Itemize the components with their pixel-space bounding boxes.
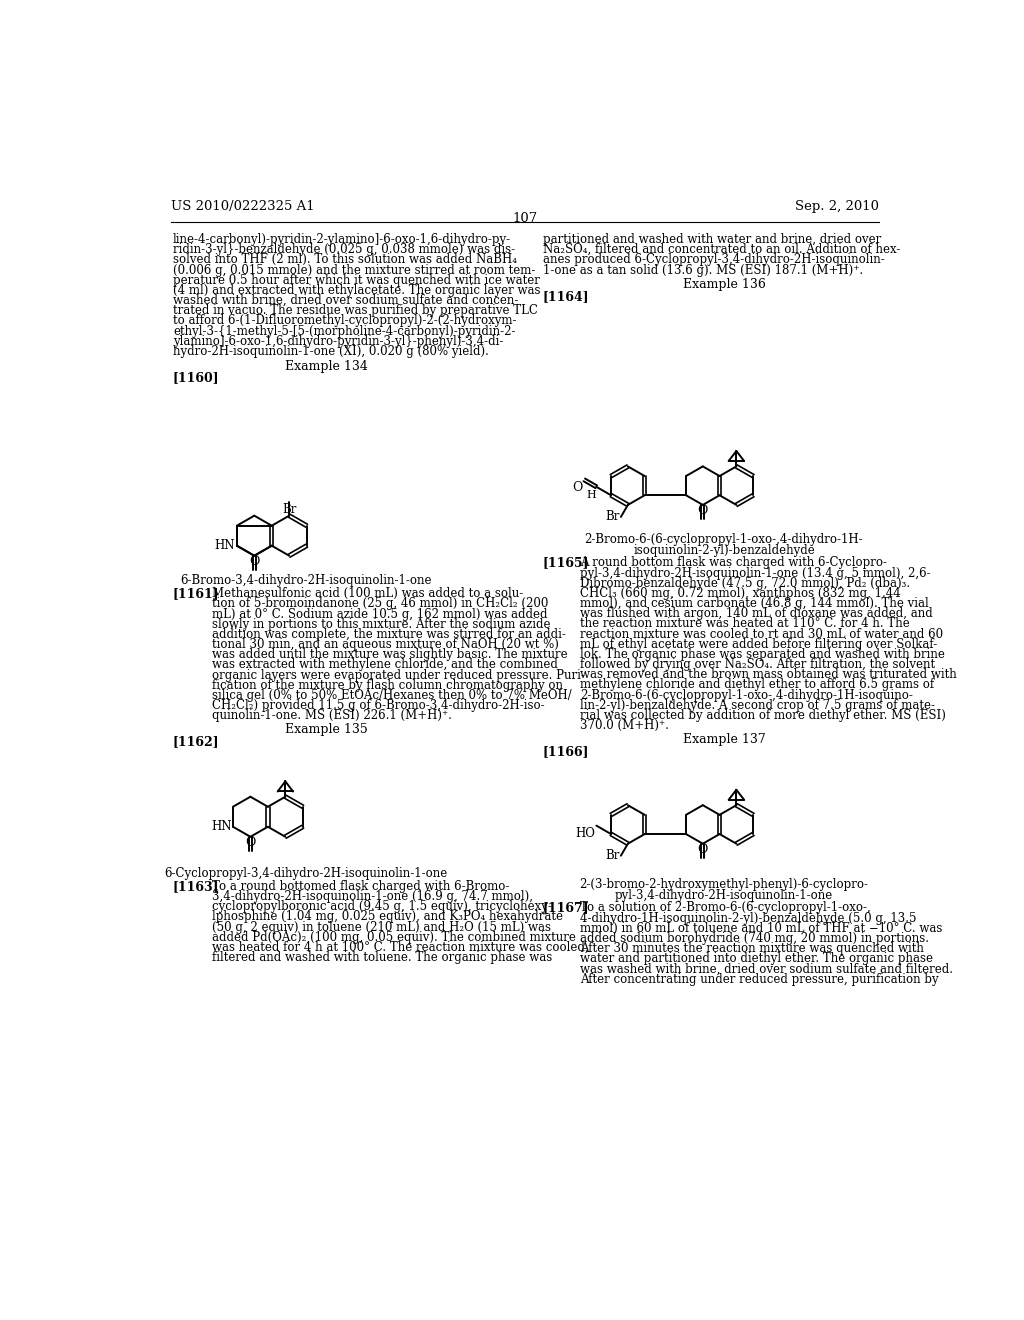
Text: 2-(3-bromo-2-hydroxymethyl-phenyl)-6-cyclopro-: 2-(3-bromo-2-hydroxymethyl-phenyl)-6-cyc…: [580, 878, 868, 891]
Text: 2-Bromo-6-(6-cyclopropyl-1-oxo-,4-dihydro-1H-: 2-Bromo-6-(6-cyclopropyl-1-oxo-,4-dihydr…: [585, 533, 863, 546]
Text: slowly in portions to this mixture. After the sodium azide: slowly in portions to this mixture. Afte…: [212, 618, 550, 631]
Text: O: O: [697, 504, 708, 517]
Text: O: O: [249, 554, 259, 568]
Text: methylene chloride and diethyl ether to afford 6.5 grams of: methylene chloride and diethyl ether to …: [580, 678, 934, 692]
Text: Methanesulfonic acid (100 mL) was added to a solu-: Methanesulfonic acid (100 mL) was added …: [212, 587, 523, 601]
Text: [1165]: [1165]: [543, 557, 589, 569]
Text: 3,4-dihydro-2H-isoquinolin-1-one (16.9 g, 74.7 mmol),: 3,4-dihydro-2H-isoquinolin-1-one (16.9 g…: [212, 890, 532, 903]
Text: HN: HN: [211, 820, 231, 833]
Text: Br: Br: [282, 503, 296, 516]
Text: Example 135: Example 135: [285, 723, 368, 737]
Text: line-4-carbonyl)-pyridin-2-ylamino]-6-oxo-1,6-dihydro-py-: line-4-carbonyl)-pyridin-2-ylamino]-6-ox…: [173, 234, 511, 246]
Text: O: O: [697, 843, 708, 857]
Text: 370.0 (M+H)⁺.: 370.0 (M+H)⁺.: [580, 719, 669, 733]
Text: After 30 minutes the reaction mixture was quenched with: After 30 minutes the reaction mixture wa…: [580, 942, 924, 956]
Text: mL of ethyl acetate were added before filtering over Solkaf-: mL of ethyl acetate were added before fi…: [580, 638, 937, 651]
Text: 6-Bromo-3,4-dihydro-2H-isoquinolin-1-one: 6-Bromo-3,4-dihydro-2H-isoquinolin-1-one: [180, 574, 432, 587]
Text: Example 136: Example 136: [683, 279, 765, 292]
Text: ylamino]-6-oxo-1,6-dihydro-pyridin-3-yl}-phenyl)-3,4-di-: ylamino]-6-oxo-1,6-dihydro-pyridin-3-yl}…: [173, 335, 504, 347]
Text: solved into THF (2 ml). To this solution was added NaBH₄: solved into THF (2 ml). To this solution…: [173, 253, 517, 267]
Text: was extracted with methylene chloride, and the combined: was extracted with methylene chloride, a…: [212, 659, 558, 672]
Text: organic layers were evaporated under reduced pressure. Puri-: organic layers were evaporated under red…: [212, 669, 585, 681]
Text: trated in vacuo. The residue was purified by preparative TLC: trated in vacuo. The residue was purifie…: [173, 304, 538, 317]
Text: Example 137: Example 137: [683, 733, 765, 746]
Text: To a round bottomed flask charged with 6-Bromo-: To a round bottomed flask charged with 6…: [212, 880, 509, 892]
Text: rial was collected by addition of more diethyl ether. MS (ESI): rial was collected by addition of more d…: [580, 709, 946, 722]
Text: added Pd(OAc)₂ (100 mg, 0.05 equiv). The combined mixture: added Pd(OAc)₂ (100 mg, 0.05 equiv). The…: [212, 931, 575, 944]
Text: CH₂Cl₂) provided 11.5 g of 6-Bromo-3,4-dihydro-2H-iso-: CH₂Cl₂) provided 11.5 g of 6-Bromo-3,4-d…: [212, 700, 545, 711]
Text: [1160]: [1160]: [173, 371, 219, 384]
Text: CHCl₃ (660 mg, 0.72 mmol), xanthphos (832 mg, 1.44: CHCl₃ (660 mg, 0.72 mmol), xanthphos (83…: [580, 587, 900, 601]
Text: 2-Bromo-6-(6-cyclopropyl-1-oxo-,4-dihydro-1H-isoquino-: 2-Bromo-6-(6-cyclopropyl-1-oxo-,4-dihydr…: [580, 689, 912, 702]
Text: hydro-2H-isoquinolin-1-one (XI), 0.020 g (80% yield).: hydro-2H-isoquinolin-1-one (XI), 0.020 g…: [173, 345, 488, 358]
Text: pyl-3,4-dihydro-2H-isoquinolin-1-one (13.4 g, 5 mmol), 2,6-: pyl-3,4-dihydro-2H-isoquinolin-1-one (13…: [580, 566, 931, 579]
Text: HN: HN: [215, 539, 236, 552]
Text: 4-dihydro-1H-isoquinolin-2-yl)-benzaldehyde (5.0 g, 13.5: 4-dihydro-1H-isoquinolin-2-yl)-benzaldeh…: [580, 912, 916, 924]
Text: tion of 5-bromoindanone (25 g, 46 mmol) in CH₂Cl₂ (200: tion of 5-bromoindanone (25 g, 46 mmol) …: [212, 598, 548, 610]
Text: [1161]: [1161]: [173, 587, 219, 601]
Text: US 2010/0222325 A1: US 2010/0222325 A1: [171, 199, 314, 213]
Text: mmol) in 60 mL of toluene and 10 mL of THF at −10° C. was: mmol) in 60 mL of toluene and 10 mL of T…: [580, 921, 942, 935]
Text: O: O: [245, 836, 256, 849]
Text: [1163]: [1163]: [173, 880, 219, 892]
Text: lok. The organic phase was separated and washed with brine: lok. The organic phase was separated and…: [580, 648, 945, 661]
Text: mL) at 0° C. Sodium azide 10.5 g, 162 mmol) was added: mL) at 0° C. Sodium azide 10.5 g, 162 mm…: [212, 607, 547, 620]
Text: mmol), and cesium carbonate (46.8 g, 144 mmol). The vial: mmol), and cesium carbonate (46.8 g, 144…: [580, 597, 929, 610]
Text: added sodium borohydride (740 mg, 20 mmol) in portions.: added sodium borohydride (740 mg, 20 mmo…: [580, 932, 929, 945]
Text: addition was complete, the mixture was stirred for an addi-: addition was complete, the mixture was s…: [212, 628, 565, 642]
Text: the reaction mixture was heated at 110° C. for 4 h. The: the reaction mixture was heated at 110° …: [580, 618, 909, 631]
Text: [1166]: [1166]: [543, 744, 589, 758]
Text: lphosphine (1.04 mg, 0.025 equiv), and K₃PO₄ hexahydrate: lphosphine (1.04 mg, 0.025 equiv), and K…: [212, 911, 563, 924]
Text: anes produced 6-Cyclopropyl-3,4-dihydro-2H-isoquinolin-: anes produced 6-Cyclopropyl-3,4-dihydro-…: [543, 253, 885, 267]
Text: followed by drying over Na₂SO₄. After filtration, the solvent: followed by drying over Na₂SO₄. After fi…: [580, 659, 935, 671]
Text: (0.006 g, 0.015 mmole) and the mixture stirred at room tem-: (0.006 g, 0.015 mmole) and the mixture s…: [173, 264, 536, 277]
Text: reaction mixture was cooled to rt and 30 mL of water and 60: reaction mixture was cooled to rt and 30…: [580, 627, 943, 640]
Text: was washed with brine, dried over sodium sulfate and filtered.: was washed with brine, dried over sodium…: [580, 962, 952, 975]
Text: HO: HO: [574, 828, 595, 840]
Text: O: O: [572, 482, 583, 495]
Text: Sep. 2, 2010: Sep. 2, 2010: [795, 199, 879, 213]
Text: Example 134: Example 134: [285, 359, 368, 372]
Text: fication of the mixture by flash column chromatography on: fication of the mixture by flash column …: [212, 678, 563, 692]
Text: [1162]: [1162]: [173, 735, 219, 748]
Text: H: H: [587, 490, 597, 500]
Text: 6-Cyclopropyl-3,4-dihydro-2H-isoquinolin-1-one: 6-Cyclopropyl-3,4-dihydro-2H-isoquinolin…: [165, 867, 447, 880]
Text: (50 g, 2 equiv) in toluene (210 mL) and H₂O (15 mL) was: (50 g, 2 equiv) in toluene (210 mL) and …: [212, 920, 551, 933]
Text: to afford 6-(1-Difluoromethyl-cyclopropyl)-2-(2-hydroxym-: to afford 6-(1-Difluoromethyl-cyclopropy…: [173, 314, 516, 327]
Text: water and partitioned into diethyl ether. The organic phase: water and partitioned into diethyl ether…: [580, 952, 933, 965]
Text: [1167]: [1167]: [543, 902, 589, 915]
Text: cyclopropylboronic acid (9.45 g, 1.5 equiv), tricyclohexy-: cyclopropylboronic acid (9.45 g, 1.5 equ…: [212, 900, 552, 913]
Text: A round bottom flask was charged with 6-Cyclopro-: A round bottom flask was charged with 6-…: [580, 557, 887, 569]
Text: perature 0.5 hour after which it was quenched with ice water: perature 0.5 hour after which it was que…: [173, 273, 540, 286]
Text: ethyl-3-{1-methyl-5-[5-(morpholine-4-carbonyl)-pyridin-2-: ethyl-3-{1-methyl-5-[5-(morpholine-4-car…: [173, 325, 515, 338]
Text: [1164]: [1164]: [543, 290, 589, 304]
Text: lin-2-yl)-benzaldehyde. A second crop of 7.5 grams of mate-: lin-2-yl)-benzaldehyde. A second crop of…: [580, 698, 935, 711]
Text: pyl-3,4-dihydro-2H-isoquinolin-1-one: pyl-3,4-dihydro-2H-isoquinolin-1-one: [614, 888, 834, 902]
Text: silica gel (0% to 50% EtOAc/Hexanes then 0% to 7% MeOH/: silica gel (0% to 50% EtOAc/Hexanes then…: [212, 689, 571, 702]
Text: (4 ml) and extracted with ethylacetate. The organic layer was: (4 ml) and extracted with ethylacetate. …: [173, 284, 541, 297]
Text: To a solution of 2-Bromo-6-(6-cyclopropyl-1-oxo-,: To a solution of 2-Bromo-6-(6-cyclopropy…: [580, 902, 870, 915]
Text: was heated for 4 h at 100° C. The reaction mixture was cooled,: was heated for 4 h at 100° C. The reacti…: [212, 941, 589, 954]
Text: After concentrating under reduced pressure, purification by: After concentrating under reduced pressu…: [580, 973, 938, 986]
Text: was flushed with argon, 140 mL of dioxane was added, and: was flushed with argon, 140 mL of dioxan…: [580, 607, 933, 620]
Text: partitioned and washed with water and brine, dried over: partitioned and washed with water and br…: [543, 234, 881, 246]
Text: was added until the mixture was slightly basic. The mixture: was added until the mixture was slightly…: [212, 648, 567, 661]
Text: filtered and washed with toluene. The organic phase was: filtered and washed with toluene. The or…: [212, 950, 552, 964]
Text: Br: Br: [605, 849, 620, 862]
Text: 1-one as a tan solid (13.6 g). MS (ESI) 187.1 (M+H)⁺.: 1-one as a tan solid (13.6 g). MS (ESI) …: [543, 264, 863, 277]
Text: ridin-3-yl}-benzaldehyde (0.025 g, 0.038 mmole) was dis-: ridin-3-yl}-benzaldehyde (0.025 g, 0.038…: [173, 243, 515, 256]
Text: tional 30 min, and an aqueous mixture of NaOH (20 wt %): tional 30 min, and an aqueous mixture of…: [212, 638, 558, 651]
Text: Dibromo-benzaldehyde (47.5 g, 72.0 mmol), Pd₂ (dba)₃.: Dibromo-benzaldehyde (47.5 g, 72.0 mmol)…: [580, 577, 910, 590]
Text: Na₂SO₄, filtered and concentrated to an oil. Addition of hex-: Na₂SO₄, filtered and concentrated to an …: [543, 243, 900, 256]
Text: 107: 107: [512, 213, 538, 226]
Text: was removed and the brown mass obtained was triturated with: was removed and the brown mass obtained …: [580, 668, 956, 681]
Text: washed with brine, dried over sodium sulfate and concen-: washed with brine, dried over sodium sul…: [173, 294, 518, 308]
Text: isoquinolin-2-yl)-benzaldehyde: isoquinolin-2-yl)-benzaldehyde: [633, 544, 815, 557]
Text: quinolin-1-one. MS (ESI) 226.1 (M+H)⁺.: quinolin-1-one. MS (ESI) 226.1 (M+H)⁺.: [212, 709, 452, 722]
Text: Br: Br: [605, 511, 620, 524]
